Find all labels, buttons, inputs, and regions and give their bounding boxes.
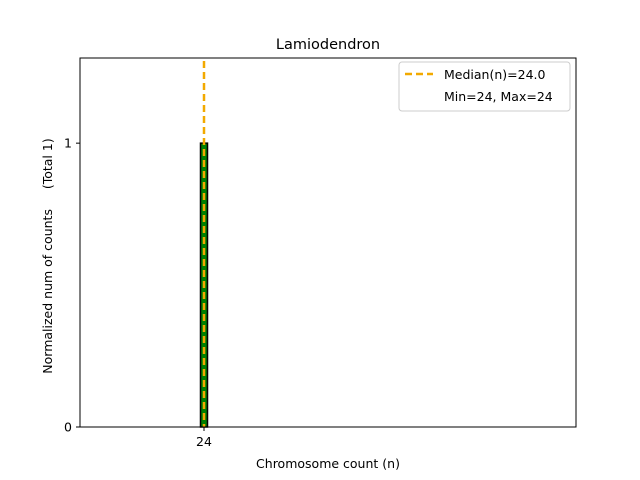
legend-box	[398, 61, 571, 112]
plot-area	[199, 61, 209, 428]
x-axis-label: Chromosome count (n)	[256, 456, 400, 471]
legend: Median(n)=24.0 Min=24, Max=24	[398, 61, 571, 112]
y-tick-label-1: 1	[64, 136, 72, 151]
x-tick-label-24: 24	[196, 434, 212, 449]
plot-frame	[79, 57, 577, 428]
y-tick-label-0: 0	[64, 420, 72, 435]
legend-median-label: Median(n)=24.0	[444, 67, 545, 82]
legend-minmax-label: Min=24, Max=24	[444, 89, 553, 104]
y-axis-label: Normalized num of counts (Total 1)	[40, 138, 55, 373]
chart-title: Lamiodendron	[276, 37, 380, 53]
